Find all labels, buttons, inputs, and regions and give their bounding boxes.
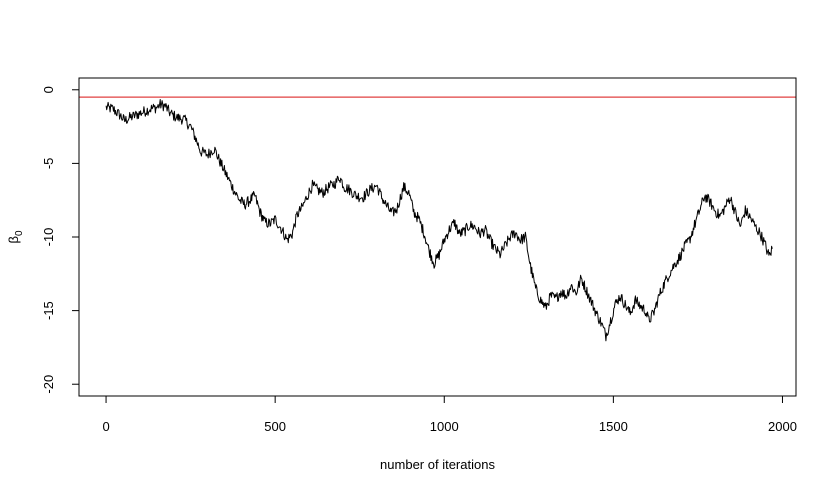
series-line xyxy=(105,99,773,342)
plot-frame xyxy=(78,77,797,397)
y-tick-label: -15 xyxy=(41,301,56,320)
x-tick-label: 1500 xyxy=(599,419,628,434)
x-tick-label: 1000 xyxy=(430,419,459,434)
x-tick-label: 2000 xyxy=(768,419,797,434)
x-axis: 0 500 1000 1500 2000 xyxy=(102,396,797,434)
y-tick-label: -20 xyxy=(41,375,56,394)
x-tick-label: 500 xyxy=(264,419,286,434)
y-axis-label-subscript: 0 xyxy=(14,230,25,236)
y-axis-label: β0 xyxy=(6,230,25,243)
x-axis-label: number of iterations xyxy=(380,457,495,472)
y-axis: 0 -5 -10 -15 -20 xyxy=(41,86,79,394)
y-tick-label: 0 xyxy=(41,86,56,93)
y-tick-label: -5 xyxy=(41,158,56,170)
x-tick-label: 0 xyxy=(102,419,109,434)
y-tick-label: -10 xyxy=(41,228,56,247)
